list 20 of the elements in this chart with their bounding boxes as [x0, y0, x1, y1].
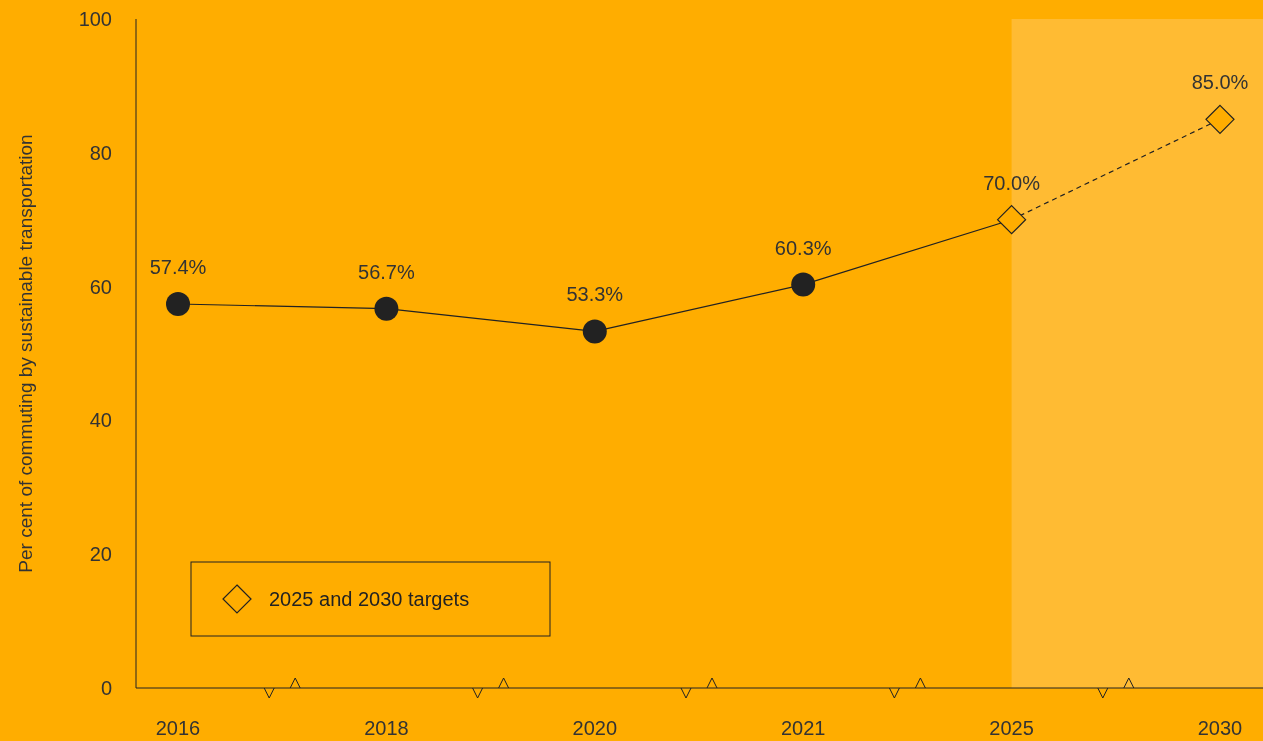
y-tick-label: 60 [89, 275, 112, 298]
y-axis-title: Per cent of commuting by sustainable transportation [15, 134, 36, 573]
data-label: 56.7% [358, 260, 415, 283]
x-tick-label: 2021 [780, 717, 826, 739]
x-tick-label: 2030 [1197, 717, 1243, 739]
data-label: 60.3% [774, 236, 832, 259]
data-label: 85.0% [1191, 71, 1249, 94]
x-tick-label: 2025 [989, 717, 1034, 739]
x-tick-label: 2020 [572, 717, 618, 739]
data-label: 53.3% [566, 283, 624, 306]
y-tick-label: 80 [89, 141, 112, 164]
x-tick-label: 2016 [155, 717, 201, 739]
data-label: 57.4% [149, 255, 207, 278]
y-tick-label: 100 [78, 8, 112, 30]
data-label: 70.0% [983, 171, 1041, 194]
y-tick-label: 0 [100, 677, 112, 699]
y-tick-label: 40 [89, 409, 112, 432]
y-tick-label: 20 [89, 543, 112, 566]
legend-label: 2025 and 2030 targets [269, 588, 470, 610]
x-tick-label: 2018 [364, 717, 409, 739]
